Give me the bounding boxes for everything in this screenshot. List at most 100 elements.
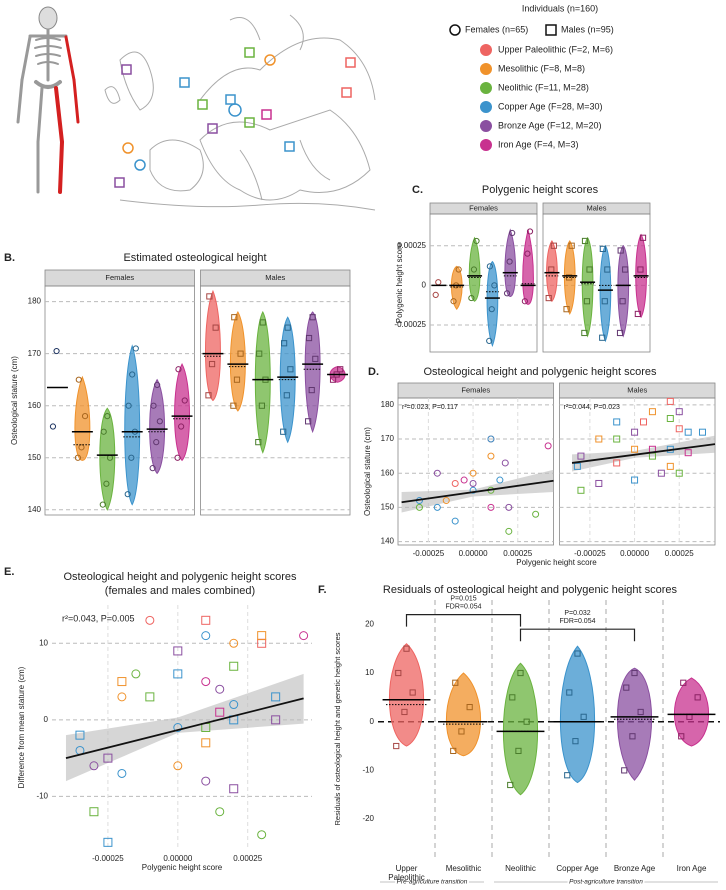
point: [572, 738, 579, 745]
point: [666, 462, 674, 470]
point: [201, 776, 211, 786]
point: [206, 293, 213, 300]
point: [469, 469, 477, 477]
point: [506, 258, 513, 265]
point: [698, 428, 706, 436]
point: [153, 439, 160, 446]
point: [271, 715, 281, 725]
point: [271, 692, 281, 702]
skeleton: [16, 6, 80, 194]
point: [466, 703, 473, 711]
point: [129, 371, 136, 378]
point: [523, 718, 530, 725]
legend-swatch: [480, 63, 492, 75]
point: [469, 486, 477, 494]
legend-swatch: [480, 44, 492, 56]
point: [117, 768, 127, 778]
chart-title: Osteological height and polygenic height…: [424, 366, 657, 378]
point: [450, 747, 457, 755]
violin: [486, 260, 499, 348]
point: [205, 392, 212, 399]
point: [684, 449, 692, 457]
chart-title: Estimated osteological height: [123, 252, 266, 264]
violin: [174, 363, 190, 462]
point: [99, 501, 106, 508]
y-axis-label: Difference from mean stature (cm): [17, 666, 26, 788]
point: [309, 314, 316, 321]
point: [395, 669, 402, 677]
point: [507, 781, 514, 789]
panel-label: F.: [318, 584, 327, 596]
x-tick-label: 0.00025: [503, 549, 532, 558]
legend-swatch: [480, 82, 492, 94]
x-tick-label: 0.00025: [665, 549, 694, 558]
point: [657, 469, 665, 477]
point: [694, 694, 701, 701]
point: [178, 423, 185, 430]
point: [237, 350, 244, 357]
point: [103, 837, 113, 847]
x-tick-label: -0.00025: [574, 549, 606, 558]
x-tick-label: -0.00025: [92, 854, 124, 863]
violin: [229, 311, 246, 412]
footnote: Post-agriculture transition: [569, 879, 643, 886]
point: [89, 761, 99, 771]
map: [104, 14, 376, 211]
point: [150, 402, 157, 409]
point: [515, 747, 522, 755]
bracket-label: P=0.032: [564, 610, 590, 617]
point: [631, 669, 638, 677]
violin: [468, 236, 481, 302]
x-axis-label: Polygenic height score: [516, 558, 597, 567]
y-tick-label: 180: [28, 297, 42, 306]
point: [550, 242, 557, 249]
point: [637, 708, 644, 716]
point: [305, 418, 312, 425]
point: [259, 319, 266, 326]
point: [409, 689, 416, 696]
point: [599, 245, 606, 252]
y-tick-label: -20: [362, 814, 374, 823]
point: [619, 298, 626, 305]
violin: [599, 244, 612, 343]
point: [678, 733, 685, 740]
bracket-label: P=0.015: [450, 595, 476, 602]
significance-bracket: [405, 614, 522, 627]
violin: [522, 229, 534, 305]
y-tick-label: 140: [28, 505, 42, 514]
point: [680, 679, 687, 686]
bracket-label: FDR=0.054: [446, 603, 482, 610]
footnote: Pre-agriculture transition: [397, 879, 468, 886]
legend-label: Females (n=65): [465, 24, 528, 34]
point: [212, 324, 219, 331]
point: [469, 479, 477, 487]
facet-frame: [200, 285, 351, 516]
legend-swatch: [480, 120, 492, 132]
y-tick-label: 150: [381, 503, 395, 512]
facet-frame: [542, 213, 651, 353]
point: [532, 510, 540, 518]
y-tick-label: 10: [365, 668, 374, 677]
point: [583, 298, 591, 305]
point: [524, 250, 531, 257]
point: [604, 266, 611, 273]
point: [455, 266, 462, 273]
point: [403, 645, 410, 652]
point: [132, 345, 139, 352]
point: [496, 476, 504, 484]
panel-label: D.: [368, 366, 379, 378]
y-tick-label: 160: [381, 468, 395, 477]
point: [305, 334, 313, 342]
facet-label: Males: [586, 203, 606, 212]
x-tick-label: Iron Age: [676, 864, 707, 873]
point: [281, 340, 288, 347]
point: [509, 694, 516, 701]
chart-title: Osteological height and polygenic height…: [64, 571, 297, 583]
violin: [503, 662, 538, 796]
point: [173, 761, 183, 771]
point: [460, 476, 468, 484]
point: [631, 428, 639, 436]
point: [521, 298, 528, 305]
x-tick-label: Upper Paleolithic: [388, 864, 425, 882]
violin: [616, 667, 653, 781]
